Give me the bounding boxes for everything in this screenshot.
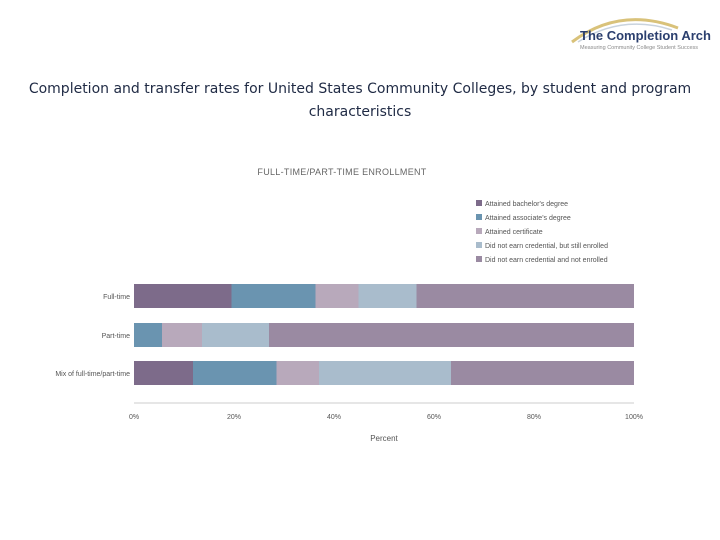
legend-swatch bbox=[476, 228, 482, 234]
arch-logo-icon bbox=[571, 18, 679, 44]
bar-segment bbox=[319, 361, 451, 385]
legend-swatch bbox=[476, 200, 482, 206]
bar-segment bbox=[134, 361, 193, 385]
x-tick-label: 80% bbox=[527, 414, 541, 421]
x-tick-label: 60% bbox=[427, 414, 441, 421]
x-tick-label: 40% bbox=[327, 414, 341, 421]
legend-label: Did not earn credential, but still enrol… bbox=[485, 243, 608, 250]
bar-segment bbox=[416, 284, 634, 308]
bar-segment bbox=[276, 361, 319, 385]
bar-segment bbox=[193, 361, 277, 385]
bar-segment bbox=[162, 323, 202, 347]
logo: The Completion Arch Measuring Community … bbox=[560, 12, 711, 52]
legend-swatch bbox=[476, 242, 482, 248]
legend-swatch bbox=[476, 256, 482, 262]
legend: Attained bachelor's degree Attained assoc… bbox=[476, 200, 608, 264]
x-axis-label: Percent bbox=[370, 434, 398, 443]
slide-title: Completion and transfer rates for United… bbox=[28, 81, 692, 120]
bars bbox=[134, 284, 634, 385]
x-tick-label: 100% bbox=[625, 414, 643, 421]
legend-label: Attained associate's degree bbox=[485, 215, 571, 222]
legend-swatch bbox=[476, 214, 482, 220]
bar-segment bbox=[269, 323, 634, 347]
x-tick-label: 0% bbox=[129, 414, 139, 421]
bar-segment bbox=[134, 284, 232, 308]
bar-segment bbox=[134, 323, 162, 347]
category-label: Part-time bbox=[102, 333, 131, 340]
logo-tagline: Measuring Community College Student Succ… bbox=[580, 45, 699, 51]
bar-segment bbox=[315, 284, 359, 308]
chart-title: FULL-TIME/PART-TIME ENROLLMENT bbox=[257, 167, 426, 177]
x-tick-labels: 0% 20% 40% 60% 80% 100% bbox=[129, 414, 643, 421]
bar-segment bbox=[451, 361, 634, 385]
legend-label: Attained certificate bbox=[485, 229, 543, 236]
logo-title: The Completion Arch bbox=[580, 28, 711, 43]
category-labels: Full-time Part-time Mix of full-time/part-… bbox=[55, 294, 130, 378]
x-tick-label: 20% bbox=[227, 414, 241, 421]
bar-segment bbox=[358, 284, 417, 308]
bar-segment bbox=[231, 284, 316, 308]
category-label: Full-time bbox=[103, 294, 130, 301]
category-label: Mix of full-time/part-time bbox=[55, 371, 130, 378]
legend-label: Did not earn credential and not enrolled bbox=[485, 257, 608, 264]
bar-segment bbox=[202, 323, 269, 347]
legend-label: Attained bachelor's degree bbox=[485, 201, 568, 208]
